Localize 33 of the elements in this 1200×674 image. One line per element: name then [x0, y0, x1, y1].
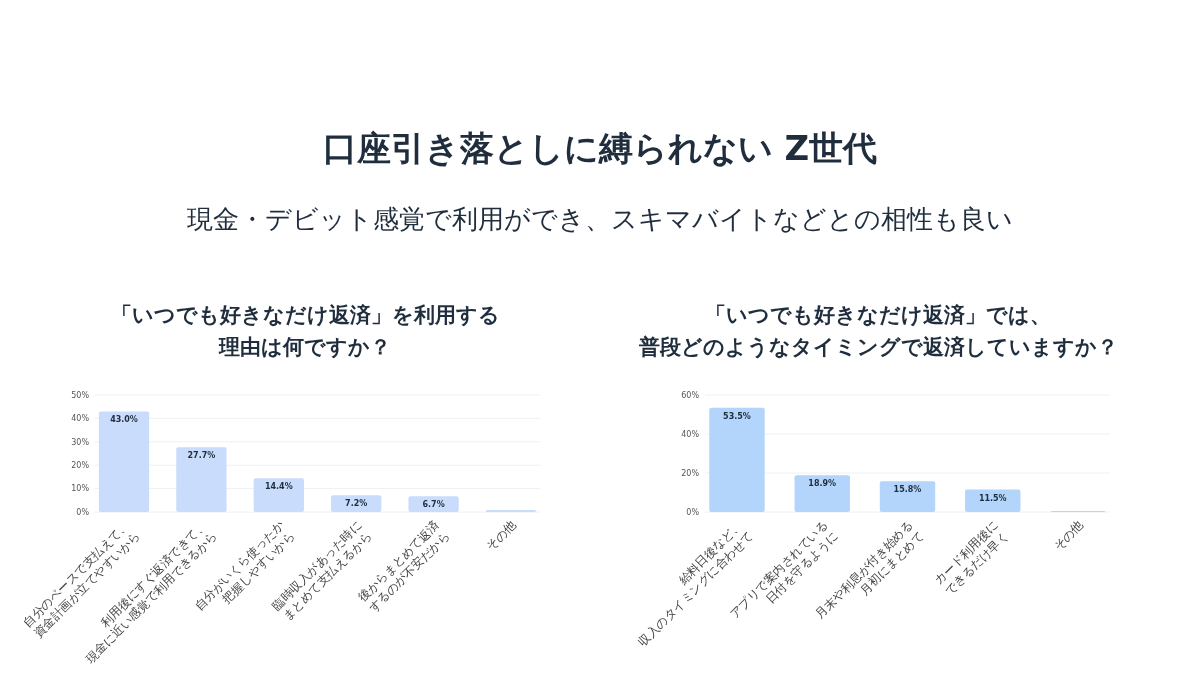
- data-label: 15.8%: [893, 485, 922, 495]
- y-tick-label: 0%: [686, 507, 700, 517]
- y-tick-label: 10%: [71, 484, 90, 494]
- x-tick-label: カード利用後に できるだけ早く: [931, 518, 1012, 599]
- bar: [794, 475, 850, 512]
- y-tick-label: 50%: [71, 390, 90, 400]
- bar: [709, 407, 765, 512]
- data-label: 7.2%: [345, 499, 368, 509]
- chart-title: 「いつでも好きなだけ返済」では、普段どのようなタイミングで返済していますか？: [637, 303, 1118, 359]
- bar: [253, 478, 304, 512]
- data-label: 18.9%: [808, 479, 837, 489]
- bar: [879, 481, 936, 512]
- y-tick-label: 30%: [71, 437, 90, 447]
- text: 口座引き落としに縛られない Z世代: [322, 128, 878, 168]
- x-tick-label: その他: [483, 518, 520, 554]
- x-tick-label: その他: [1050, 518, 1087, 554]
- y-tick-label: 40%: [71, 414, 90, 424]
- chart-title: 「いつでも好きなだけ返済」を利用する理由は何ですか？: [110, 303, 500, 359]
- data-label: 27.7%: [187, 451, 216, 461]
- data-label: 11.5%: [978, 493, 1007, 503]
- data-label: 14.4%: [264, 482, 293, 492]
- y-tick-label: 60%: [681, 390, 700, 400]
- text: 現金・デビット感覚で利用ができ、スキマバイトなどとの相性も良い: [187, 204, 1013, 234]
- y-tick-label: 0%: [76, 507, 90, 517]
- data-label: 43.0%: [110, 415, 138, 425]
- y-tick-label: 20%: [71, 461, 90, 470]
- data-label: 6.7%: [422, 500, 445, 510]
- y-tick-label: 40%: [681, 429, 700, 439]
- data-label: 53.5%: [723, 411, 751, 421]
- bar: [485, 509, 537, 512]
- bar: [98, 411, 150, 512]
- bar: [176, 447, 227, 512]
- y-tick-label: 20%: [681, 468, 700, 478]
